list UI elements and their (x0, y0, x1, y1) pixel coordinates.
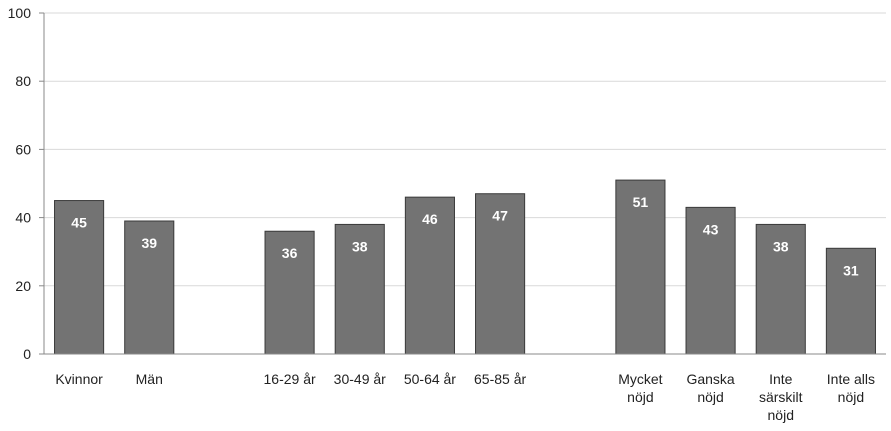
x-category-label: 30-49 år (334, 371, 386, 387)
bar (404, 196, 455, 355)
x-category-label-line: 65-85 år (474, 371, 526, 387)
x-category-label: Mycket nöjd (618, 371, 662, 405)
x-category-label-line: Män (136, 371, 163, 387)
y-tick-label: 0 (23, 346, 31, 362)
bar (615, 179, 666, 355)
y-tick-label: 100 (8, 5, 32, 21)
bar (685, 206, 736, 355)
gridlines (44, 12, 886, 287)
bar (334, 223, 385, 355)
bar (825, 247, 876, 355)
bar (755, 223, 806, 355)
y-tick-label: 20 (15, 278, 31, 294)
bar (264, 230, 315, 355)
bar (124, 220, 175, 355)
bar (54, 200, 105, 355)
x-category-label-line: Inte alls (827, 371, 875, 387)
bars: 45 39 36 38 46 47 51 43 38 31 (54, 179, 876, 355)
x-category-label-line: nöjd (768, 407, 794, 423)
bar-value-label: 39 (141, 235, 157, 251)
x-category-label-line: 50-64 år (404, 371, 456, 387)
x-category-label-line: Ganska (686, 371, 734, 387)
x-category-label: Inte alls nöjd (827, 371, 875, 405)
x-axis-labels: Kvinnor Män 16-29 år 30-49 år 50-64 år 65-85 … (55, 371, 875, 423)
x-category-label: 65-85 år (474, 371, 526, 387)
x-category-label: 16-29 år (264, 371, 316, 387)
x-category-label-line: 16-29 år (264, 371, 316, 387)
x-category-label-line: Inte (769, 371, 793, 387)
x-category-label: Kvinnor (55, 371, 103, 387)
bar-value-label: 38 (773, 238, 789, 254)
bar-value-label: 43 (703, 221, 719, 237)
bar-value-label: 51 (633, 194, 649, 210)
bar-value-label: 31 (843, 262, 859, 278)
x-category-label-line: särskilt (759, 389, 803, 405)
bar-value-label: 45 (71, 215, 87, 231)
bar-value-label: 38 (352, 238, 368, 254)
x-category-label: Inte särskilt nöjd (759, 371, 803, 423)
x-category-label: Män (136, 371, 163, 387)
y-tick-label: 40 (15, 210, 31, 226)
bar-value-label: 36 (282, 245, 298, 261)
x-category-label: 50-64 år (404, 371, 456, 387)
x-category-label: Ganska nöjd (686, 371, 734, 405)
bar-value-label: 47 (492, 208, 508, 224)
x-category-label-line: Mycket (618, 371, 662, 387)
x-category-label-line: nöjd (838, 389, 864, 405)
x-category-label-line: nöjd (697, 389, 723, 405)
y-tick-label: 80 (15, 73, 31, 89)
x-category-label-line: nöjd (627, 389, 653, 405)
x-category-label-line: Kvinnor (55, 371, 103, 387)
bar-value-label: 46 (422, 211, 438, 227)
x-category-label-line: 30-49 år (334, 371, 386, 387)
bar (475, 193, 526, 355)
y-axis-ticks: 0 20 40 60 80 100 (8, 5, 44, 362)
y-tick-label: 60 (15, 141, 31, 157)
